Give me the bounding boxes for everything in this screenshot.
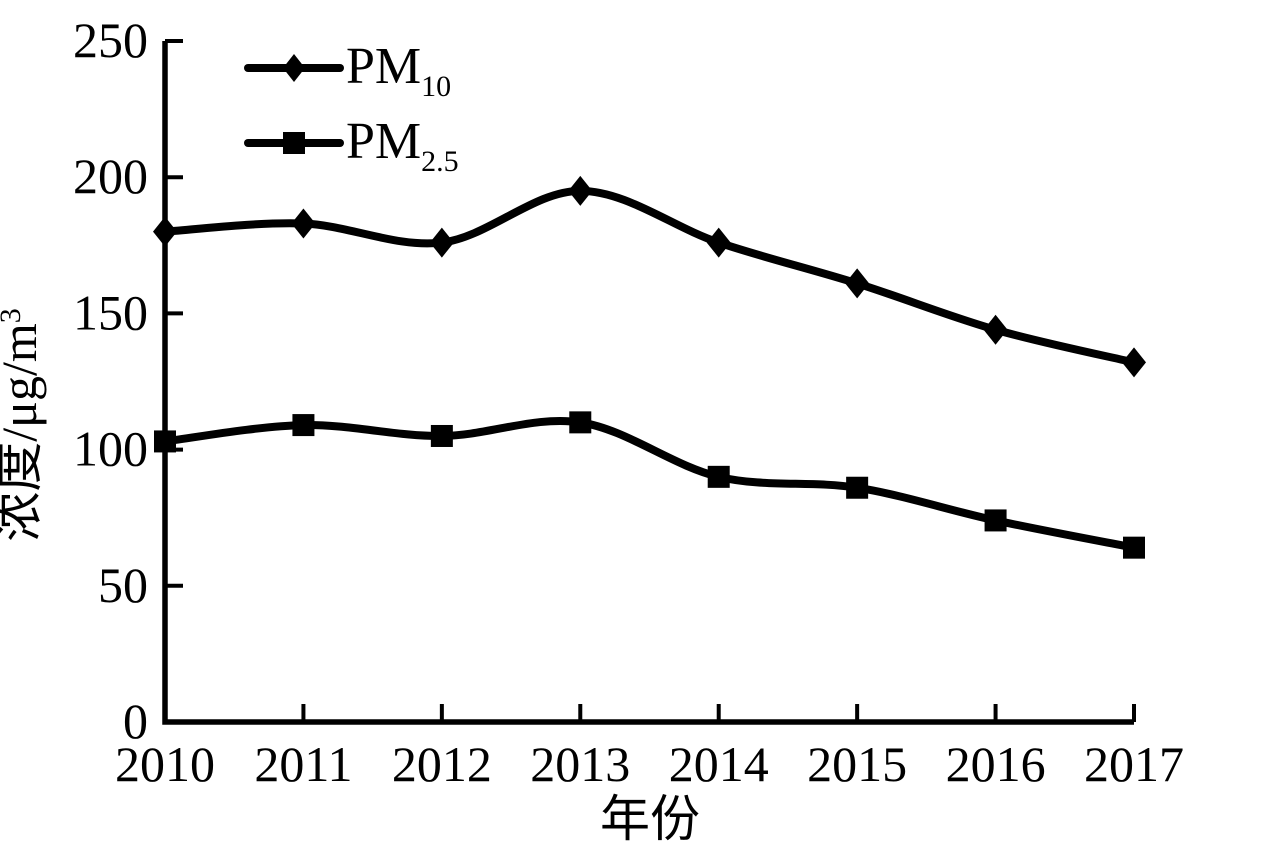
y-tick-label: 200	[73, 148, 148, 204]
marker-PM10	[983, 314, 1008, 345]
marker-PM2.5	[569, 411, 592, 434]
series-line-PM10	[161, 186, 1138, 367]
legend-item-PM10: PM10	[244, 38, 451, 103]
chart-plot-area: 0 50 100 150 200 250 2010 2011 2012 2013 2014 2015 2…	[73, 12, 1184, 792]
x-tick-label: 2010	[115, 736, 215, 792]
y-axis-label: 浓度/μg/m3	[0, 308, 47, 541]
x-tick-label: 2015	[807, 736, 907, 792]
marker-PM10	[568, 175, 593, 206]
marker-PM2.5	[154, 430, 176, 453]
marker-PM2.5	[984, 509, 1007, 532]
y-axis-label-text: 浓度/μg/m	[0, 323, 47, 542]
y-tick-label: 250	[73, 12, 148, 68]
x-tick-label: 2014	[669, 736, 769, 792]
x-tick-label: 2013	[530, 736, 630, 792]
legend-label-PM2.5: PM2.5	[346, 113, 459, 178]
x-tick-label: 2012	[392, 736, 492, 792]
y-tick-label: 50	[98, 557, 148, 613]
legend-marker-diamond	[283, 54, 305, 82]
marker-PM2.5	[707, 465, 730, 488]
marker-PM10	[1122, 347, 1146, 378]
x-tick-label: 2017	[1084, 736, 1184, 792]
y-tick-label: 150	[73, 284, 148, 340]
marker-PM2.5	[1123, 536, 1145, 559]
marker-PM10	[706, 227, 731, 258]
x-tick-label: 2011	[254, 736, 352, 792]
marker-PM10	[291, 208, 316, 239]
legend-item-PM2.5: PM2.5	[244, 113, 459, 178]
marker-PM10	[153, 216, 177, 247]
series-line-PM2.5	[161, 416, 1138, 552]
series-PM10	[153, 175, 1146, 378]
axis-lines	[162, 41, 1134, 725]
x-tick-label: 2016	[946, 736, 1046, 792]
series-PM2.5	[154, 411, 1145, 559]
marker-PM2.5	[430, 424, 453, 447]
marker-PM2.5	[292, 414, 315, 437]
y-tick-label: 0	[123, 693, 148, 749]
y-axis-label-superscript: 3	[0, 308, 27, 323]
legend-marker-square	[283, 132, 305, 154]
marker-PM10	[845, 268, 870, 299]
marker-PM2.5	[846, 476, 869, 499]
x-axis-label: 年份	[600, 791, 700, 847]
y-tick-label: 100	[73, 421, 148, 477]
legend-label-PM10: PM10	[346, 38, 451, 103]
marker-PM10	[429, 227, 454, 258]
